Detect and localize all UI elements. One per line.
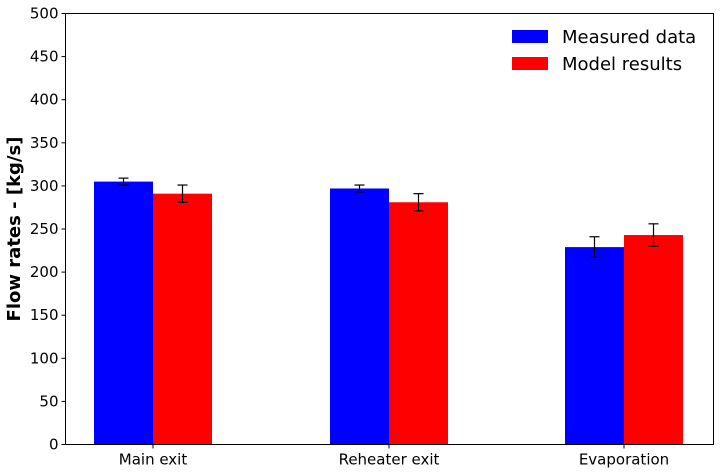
y-tick-label-4: 200: [30, 263, 59, 281]
bar-model-0: [153, 193, 212, 445]
y-tick-label-3: 150: [30, 306, 59, 324]
bar-measured-2: [565, 247, 624, 445]
y-tick-label-10: 500: [30, 5, 59, 23]
legend-swatch-1: [512, 57, 548, 70]
y-tick-label-8: 400: [30, 91, 59, 109]
error-bar-model-0: [177, 184, 188, 203]
bar-measured-0: [94, 181, 153, 445]
error-bar-measured-2: [589, 236, 600, 259]
y-tick-label-1: 50: [39, 392, 58, 410]
x-tick-label-0: Main exit: [119, 451, 188, 469]
bar-model-1: [389, 202, 448, 445]
y-tick-label-9: 450: [30, 48, 59, 66]
error-bar-model-2: [648, 223, 659, 247]
error-bars-layer: [118, 177, 659, 259]
legend-label-0: Measured data: [562, 27, 696, 48]
x-axis: Main exit Reheater exit Evaporation: [119, 444, 669, 469]
y-axis: 0 50 100 150 200 250 300 350 400 450 500: [30, 5, 66, 454]
legend-swatch-0: [512, 30, 548, 43]
y-tick-label-6: 300: [30, 177, 59, 195]
legend-label-1: Model results: [562, 54, 682, 75]
error-bar-model-1: [413, 193, 424, 212]
error-bar-measured-0: [118, 177, 129, 186]
x-tick-label-1: Reheater exit: [339, 451, 440, 469]
error-bar-measured-1: [354, 184, 365, 193]
legend: Measured data Model results: [512, 27, 696, 75]
y-tick-label-5: 250: [30, 220, 59, 238]
y-tick-label-7: 350: [30, 134, 59, 152]
bar-measured-1: [330, 188, 389, 445]
y-axis-label: Flow rates - [kg/s]: [4, 137, 25, 322]
bar-model-2: [624, 235, 683, 445]
y-tick-label-2: 100: [30, 349, 59, 367]
x-tick-label-2: Evaporation: [579, 451, 669, 469]
bars-layer: [94, 181, 683, 445]
y-tick-label-0: 0: [49, 436, 59, 454]
